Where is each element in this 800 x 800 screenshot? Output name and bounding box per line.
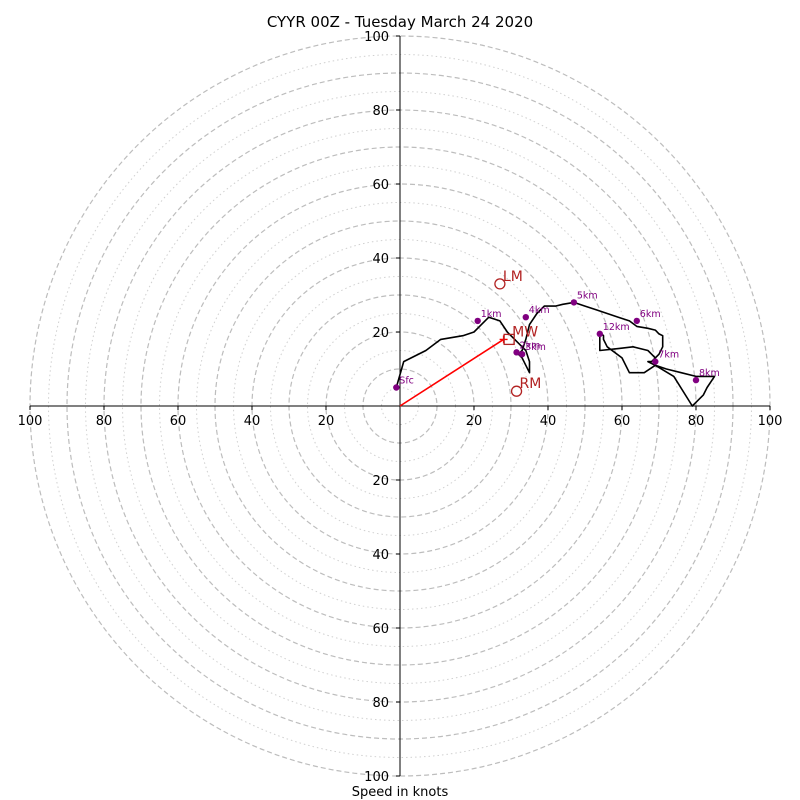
x-tick-label: 60 (170, 414, 187, 429)
height-label: 7km (658, 350, 679, 361)
height-point (513, 349, 520, 356)
storm-motion-marker (510, 385, 523, 397)
height-label: 3km (525, 342, 546, 353)
x-tick-label: 60 (614, 414, 631, 429)
height-label: 6km (640, 309, 661, 320)
height-point (692, 376, 700, 384)
storm-motion-markers: LM MW RM (494, 269, 542, 397)
x-tick-label: 80 (96, 414, 113, 429)
y-tick-label: 60 (372, 622, 389, 637)
height-point (522, 314, 529, 321)
x-tick-label: 20 (466, 414, 483, 429)
y-tick-label: 40 (372, 548, 389, 563)
y-tick-label: 80 (372, 104, 389, 119)
height-label: 5km (577, 290, 598, 301)
height-point (474, 317, 481, 325)
hodograph-trace (395, 301, 716, 407)
height-point (570, 299, 578, 306)
height-label: 8km (699, 368, 720, 379)
storm-motion-label: RM (520, 376, 542, 392)
height-label: 12km (603, 322, 630, 333)
chart-title: CYYR 00Z - Tuesday March 24 2020 (267, 13, 533, 31)
y-tick-label: 100 (364, 770, 389, 785)
x-tick-label: 100 (18, 414, 43, 429)
height-label: Sfc (399, 376, 414, 387)
y-tick-label: 40 (372, 252, 389, 267)
axis-ticks: 100 80 60 40 20 20 40 60 80 100 100 80 60 40 20 20 40 60 8… (18, 30, 783, 785)
height-point (393, 384, 400, 391)
shear-vector-line (399, 338, 505, 407)
x-tick-label: 80 (688, 414, 705, 429)
storm-motion-label: MW (512, 324, 538, 340)
y-tick-label: 100 (364, 30, 389, 45)
height-point (596, 330, 603, 338)
y-tick-label: 60 (372, 178, 389, 193)
storm-motion-marker (503, 333, 515, 346)
hodograph-line (395, 301, 716, 407)
x-tick-label: 40 (540, 414, 557, 429)
x-tick-label: 20 (318, 414, 335, 429)
x-tick-label: 40 (244, 414, 261, 429)
y-tick-label: 80 (372, 696, 389, 711)
height-point (518, 351, 526, 358)
storm-motion-label: LM (503, 269, 523, 285)
x-axis-label: Speed in knots (352, 785, 449, 800)
storm-motion-marker (494, 278, 506, 290)
y-tick-label: 20 (372, 326, 389, 341)
height-label: 2km (520, 340, 541, 351)
height-label: 1km (481, 309, 502, 320)
y-tick-label: 20 (372, 474, 389, 489)
x-tick-label: 100 (758, 414, 783, 429)
height-point (652, 358, 659, 365)
height-label: 4km (529, 305, 550, 316)
shear-vector (399, 335, 508, 407)
height-point (633, 317, 640, 325)
